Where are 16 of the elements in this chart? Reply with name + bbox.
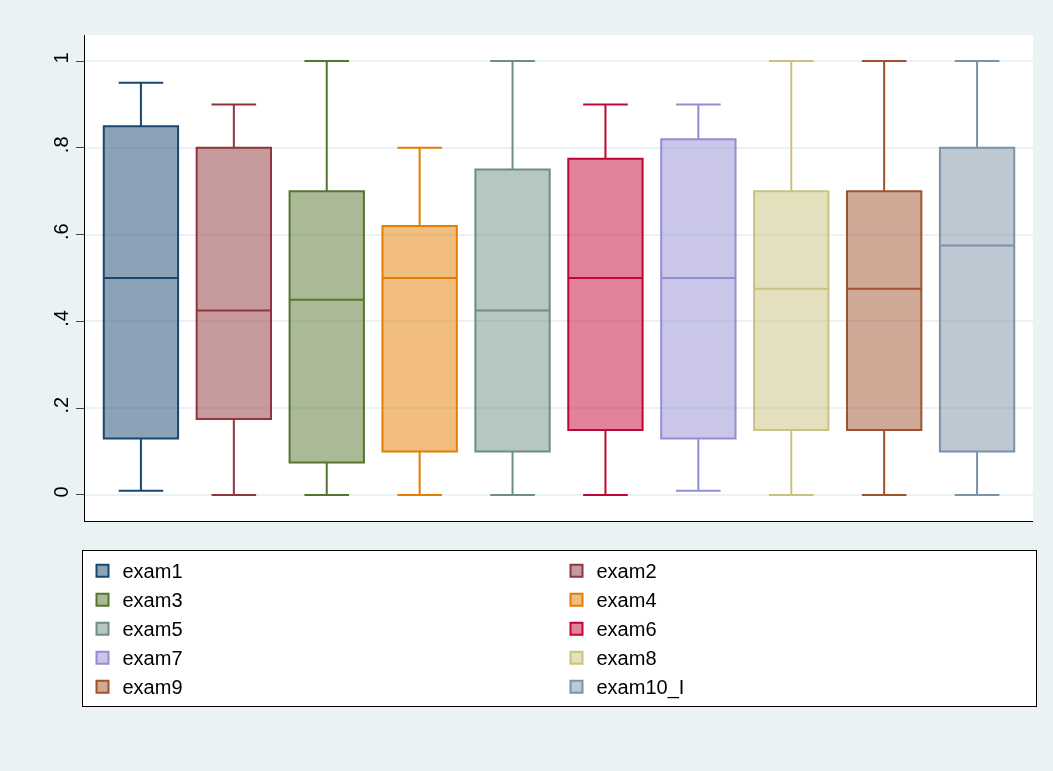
y-tick-label: 1 <box>50 52 72 64</box>
legend-label: exam1 <box>122 560 183 583</box>
legend-label: exam8 <box>596 647 657 670</box>
legend-label: exam4 <box>596 589 657 612</box>
y-tick-label: .8 <box>50 136 72 154</box>
y-tick-label: .6 <box>50 223 72 240</box>
legend-label: exam2 <box>596 560 657 583</box>
legend-label: exam7 <box>122 647 183 670</box>
y-tick-label: .4 <box>50 310 72 327</box>
legend-label: exam5 <box>122 618 183 641</box>
legend-label: exam9 <box>122 676 183 699</box>
legend-label: exam3 <box>122 589 183 612</box>
legend-label: exam10_I <box>596 676 685 700</box>
y-tick-label: .2 <box>50 396 72 414</box>
y-tick-label: 0 <box>50 486 72 498</box>
legend-label: exam6 <box>596 618 657 641</box>
